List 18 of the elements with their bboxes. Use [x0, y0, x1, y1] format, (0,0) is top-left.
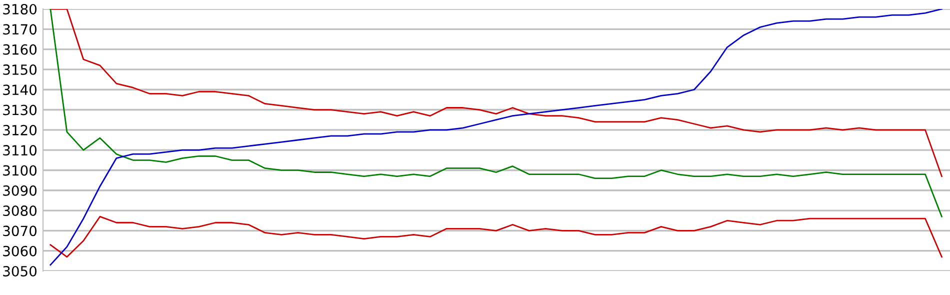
y-tick-label: 3130: [3, 104, 37, 116]
line-series: [50, 216, 942, 258]
y-tick-label: 3140: [3, 84, 37, 96]
y-tick-label: 3060: [3, 246, 37, 256]
y-tick-label: 3120: [3, 124, 37, 136]
line-series: [50, 9, 942, 218]
y-tick-label: 3110: [3, 145, 37, 156]
y-tick-label: 3080: [3, 206, 37, 216]
line-series: [50, 9, 942, 177]
y-tick-label: 3170: [3, 24, 37, 35]
line-series: [50, 9, 942, 266]
y-tick-label: 3070: [3, 226, 37, 236]
y-tick-label: 3160: [3, 44, 37, 55]
y-tick-label: 3180: [3, 4, 37, 14]
y-tick-label: 3090: [3, 185, 37, 196]
y-tick-label: 3050: [3, 266, 37, 276]
y-tick-label: 3100: [3, 165, 37, 176]
y-tick-label: 3150: [3, 64, 37, 75]
